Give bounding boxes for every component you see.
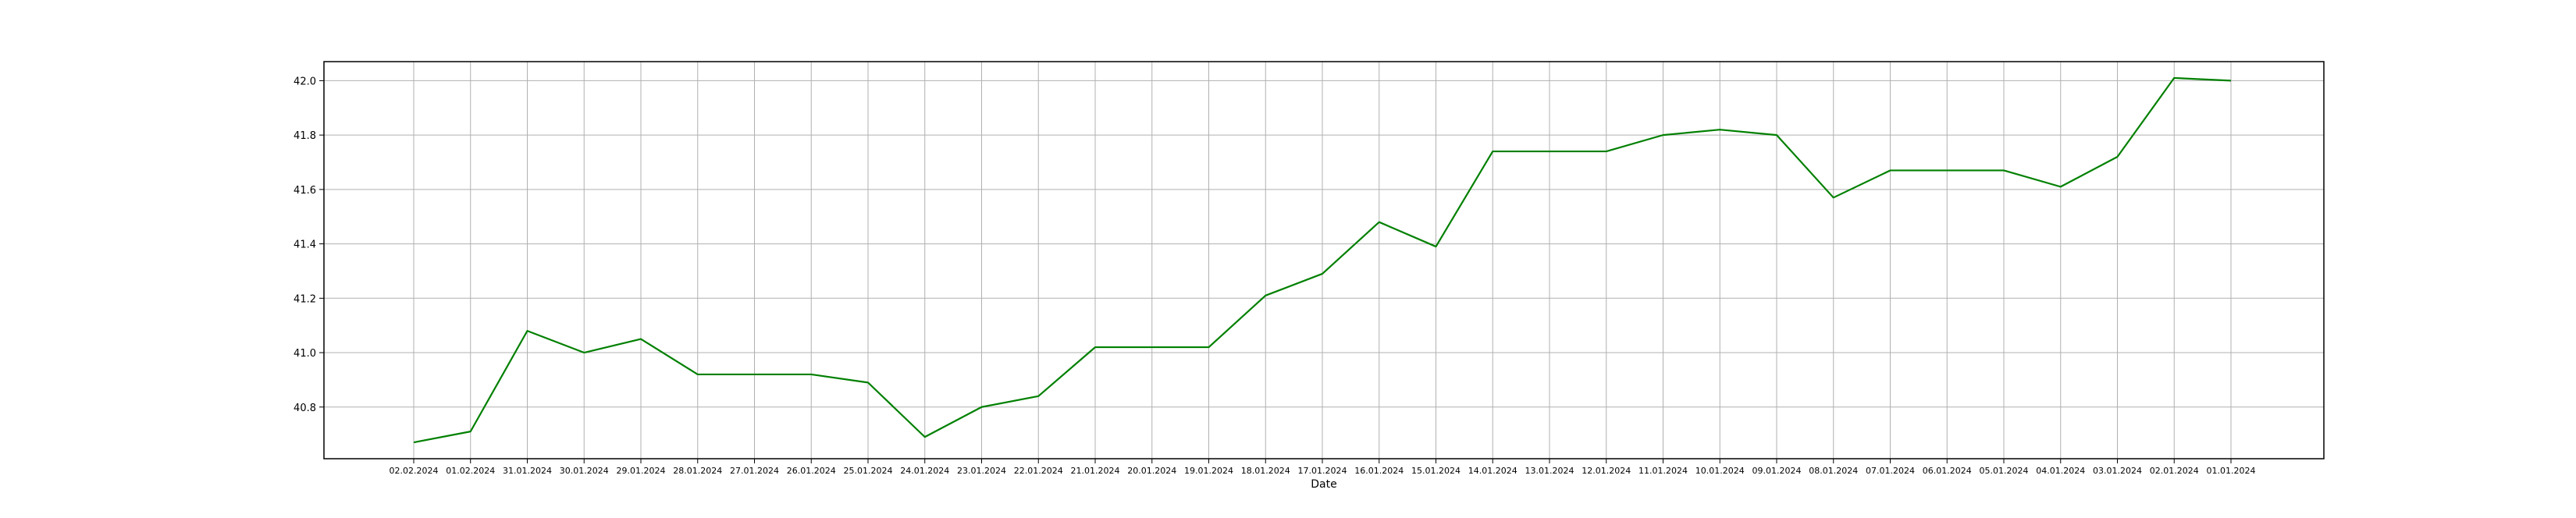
data-point xyxy=(1832,196,1835,199)
x-tick-label: 07.01.2024 xyxy=(1866,466,1915,476)
x-tick-label: 23.01.2024 xyxy=(957,466,1006,476)
data-point xyxy=(469,430,472,433)
x-tick-label: 02.02.2024 xyxy=(390,466,439,476)
data-point xyxy=(526,329,529,332)
x-tick-label: 30.01.2024 xyxy=(560,466,609,476)
x-tick-label: 20.01.2024 xyxy=(1127,466,1176,476)
grid-lines xyxy=(324,62,2324,459)
y-tick-label: 41.2 xyxy=(294,293,316,305)
x-tick-label: 14.01.2024 xyxy=(1468,466,1517,476)
data-point xyxy=(1491,150,1494,153)
data-point xyxy=(1605,150,1608,153)
data-point xyxy=(1548,150,1551,153)
data-point xyxy=(1435,245,1438,248)
x-tick-label: 08.01.2024 xyxy=(1809,466,1858,476)
x-axis-ticks: 02.02.2024 01.02.2024 31.01.2024 30.01.2024… xyxy=(390,459,2256,476)
x-tick-label: 01.01.2024 xyxy=(2207,466,2256,476)
data-point xyxy=(923,435,927,438)
x-tick-label: 29.01.2024 xyxy=(617,466,666,476)
data-point xyxy=(1208,346,1211,349)
data-point xyxy=(1718,128,1721,131)
x-tick-label: 11.01.2024 xyxy=(1638,466,1688,476)
y-axis-ticks: 40.8 41.0 41.2 41.4 41.6 41.8 42.0 xyxy=(294,76,324,414)
x-tick-label: 22.01.2024 xyxy=(1014,466,1063,476)
x-tick-label: 04.01.2024 xyxy=(2036,466,2085,476)
y-tick-label: 41.0 xyxy=(294,348,316,360)
x-tick-label: 12.01.2024 xyxy=(1582,466,1631,476)
data-point xyxy=(809,373,813,376)
data-point xyxy=(753,373,756,376)
data-point xyxy=(696,373,699,376)
x-tick-label: 10.01.2024 xyxy=(1695,466,1745,476)
x-tick-label: 31.01.2024 xyxy=(503,466,552,476)
x-axis-label: Date xyxy=(1311,478,1336,491)
x-tick-label: 16.01.2024 xyxy=(1354,466,1404,476)
data-point xyxy=(2229,79,2233,82)
y-tick-label: 41.6 xyxy=(294,185,316,197)
y-tick-label: 41.4 xyxy=(294,239,316,251)
data-point xyxy=(866,381,870,384)
data-point xyxy=(1037,395,1040,398)
x-tick-label: 09.01.2024 xyxy=(1752,466,1802,476)
plot-area-frame xyxy=(323,61,2325,459)
data-point xyxy=(1094,346,1097,349)
x-tick-label: 24.01.2024 xyxy=(900,466,949,476)
y-tick-label: 41.8 xyxy=(294,130,316,142)
x-tick-label: 19.01.2024 xyxy=(1184,466,1233,476)
data-point xyxy=(2059,185,2062,188)
data-point xyxy=(1151,346,1154,349)
y-tick-label: 40.8 xyxy=(294,403,316,414)
data-point xyxy=(582,351,585,354)
x-tick-label: 26.01.2024 xyxy=(787,466,836,476)
x-tick-label: 05.01.2024 xyxy=(1980,466,2029,476)
series-line xyxy=(413,76,2232,444)
x-tick-label: 02.01.2024 xyxy=(2150,466,2199,476)
x-tick-label: 03.01.2024 xyxy=(2093,466,2142,476)
x-tick-label: 13.01.2024 xyxy=(1525,466,1574,476)
x-tick-label: 17.01.2024 xyxy=(1298,466,1347,476)
data-point xyxy=(2116,155,2119,158)
data-point xyxy=(412,441,415,444)
data-point xyxy=(1321,272,1324,275)
series-layer xyxy=(412,76,2233,444)
data-point xyxy=(1775,133,1778,137)
x-tick-label: 25.01.2024 xyxy=(844,466,893,476)
x-tick-label: 21.01.2024 xyxy=(1071,466,1120,476)
data-point xyxy=(1945,169,1948,172)
data-point xyxy=(1889,169,1892,172)
data-point xyxy=(639,338,642,341)
x-tick-label: 28.01.2024 xyxy=(673,466,722,476)
data-point xyxy=(1662,133,1665,137)
data-point xyxy=(2002,169,2005,172)
x-tick-label: 18.01.2024 xyxy=(1241,466,1290,476)
data-point xyxy=(1378,221,1381,224)
y-tick-label: 42.0 xyxy=(294,76,316,87)
x-tick-label: 01.02.2024 xyxy=(446,466,495,476)
x-tick-label: 15.01.2024 xyxy=(1411,466,1461,476)
data-point xyxy=(1264,294,1267,297)
data-point xyxy=(980,406,984,409)
x-tick-label: 27.01.2024 xyxy=(730,466,779,476)
x-tick-label: 06.01.2024 xyxy=(1923,466,1972,476)
data-point xyxy=(2172,76,2176,80)
